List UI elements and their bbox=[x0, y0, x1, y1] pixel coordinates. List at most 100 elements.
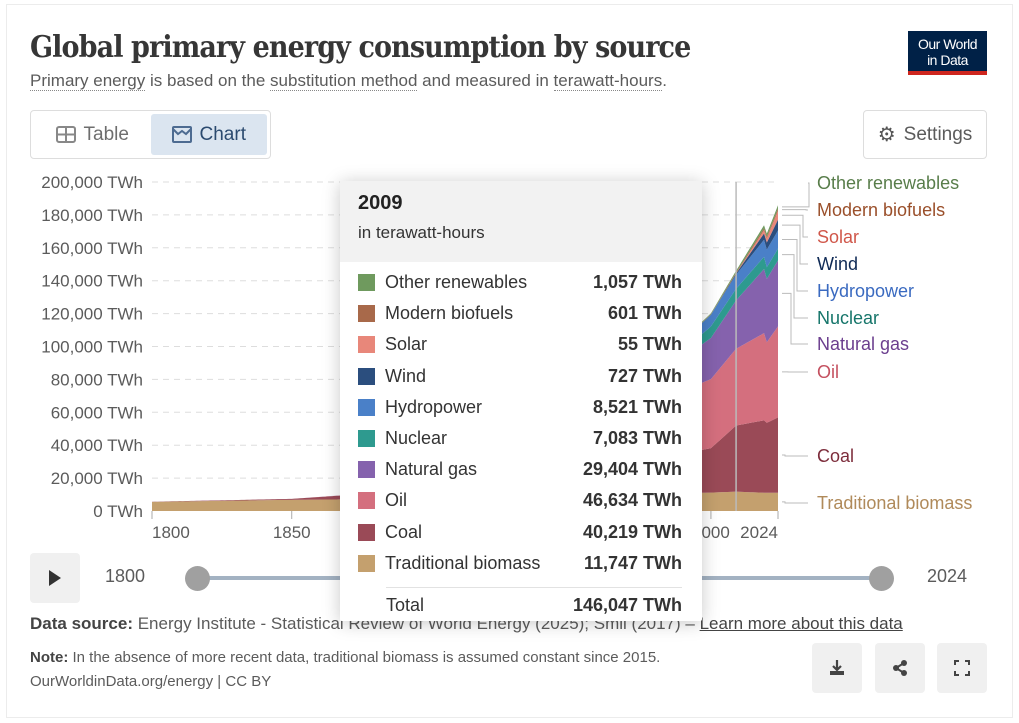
series-label: Wind bbox=[817, 254, 858, 274]
download-button[interactable] bbox=[812, 643, 862, 693]
terawatt-hours-link[interactable]: terawatt-hours bbox=[553, 71, 663, 91]
settings-label: Settings bbox=[903, 123, 973, 145]
x-tick-label: 2024 bbox=[740, 523, 778, 542]
tooltip-unit: in terawatt-hours bbox=[358, 223, 485, 242]
note: Note: In the absence of more recent data… bbox=[30, 649, 660, 666]
series-value: 55 TWh bbox=[617, 334, 682, 355]
y-tick-label: 80,000 TWh bbox=[51, 370, 143, 389]
table-icon bbox=[55, 126, 76, 143]
label-connector bbox=[782, 239, 808, 292]
legend-swatch bbox=[358, 523, 375, 541]
legend-swatch bbox=[358, 430, 375, 448]
label-connector bbox=[782, 224, 808, 265]
series-name: Hydropower bbox=[385, 396, 483, 417]
tooltip: 2009 in terawatt-hours Other renewables 1,… bbox=[340, 181, 702, 621]
series-value: 7,083 TWh bbox=[592, 428, 682, 449]
source-url[interactable]: OurWorldinData.org/energy | CC BY bbox=[30, 673, 272, 690]
subtitle: Primary energy is based on the substitut… bbox=[30, 71, 667, 91]
tooltip-row: Hydropower 8,521 TWh bbox=[358, 392, 682, 423]
series-name: Nuclear bbox=[385, 428, 448, 449]
tooltip-row: Other renewables 1,057 TWh bbox=[358, 267, 682, 298]
share-button[interactable] bbox=[875, 643, 925, 693]
total-value: 146,047 TWh bbox=[572, 594, 682, 615]
substitution-method-link[interactable]: substitution method bbox=[270, 71, 418, 91]
series-name: Modern biofuels bbox=[385, 303, 514, 324]
y-tick-label: 100,000 TWh bbox=[41, 338, 143, 357]
view-tabs: Table Chart bbox=[30, 110, 271, 159]
fullscreen-icon bbox=[954, 660, 970, 676]
legend-swatch bbox=[358, 554, 375, 572]
label-connector bbox=[782, 182, 810, 208]
tab-chart[interactable]: Chart bbox=[150, 114, 267, 155]
label-connector bbox=[782, 454, 808, 457]
subtitle-text: is based on the bbox=[145, 71, 271, 90]
timeline-start-label: 1800 bbox=[105, 566, 146, 586]
total-label: Total bbox=[386, 594, 425, 615]
y-tick-label: 200,000 TWh bbox=[41, 173, 143, 192]
chart-card bbox=[6, 4, 1013, 718]
legend-swatch bbox=[358, 367, 375, 385]
y-tick-label: 140,000 TWh bbox=[41, 272, 143, 291]
timeline-start-handle[interactable] bbox=[185, 566, 210, 591]
note-text: In the absence of more recent data, trad… bbox=[68, 649, 661, 666]
y-tick-label: 180,000 TWh bbox=[41, 206, 143, 225]
y-tick-label: 120,000 TWh bbox=[41, 305, 143, 324]
series-label: Other renewables bbox=[817, 173, 959, 193]
tab-table-label: Table bbox=[83, 123, 129, 145]
tab-table[interactable]: Table bbox=[34, 114, 151, 155]
play-icon bbox=[49, 570, 61, 586]
gear-icon: ⚙ bbox=[877, 124, 896, 146]
series-value: 29,404 TWh bbox=[582, 459, 682, 480]
series-value: 727 TWh bbox=[607, 365, 682, 386]
series-label: Hydropower bbox=[817, 281, 914, 301]
subtitle-text: and measured in bbox=[417, 71, 554, 90]
timeline-end-label: 2024 bbox=[927, 566, 968, 586]
label-connector bbox=[782, 292, 808, 345]
tab-chart-label: Chart bbox=[199, 123, 246, 145]
series-name: Natural gas bbox=[385, 459, 478, 480]
owid-logo[interactable]: Our World in Data bbox=[908, 31, 987, 75]
learn-more-link[interactable]: Learn more about this data bbox=[699, 614, 903, 633]
primary-energy-link[interactable]: Primary energy bbox=[30, 71, 146, 91]
chart-icon bbox=[171, 126, 192, 143]
download-icon bbox=[830, 660, 844, 675]
series-label: Solar bbox=[817, 227, 859, 247]
tooltip-row: Wind 727 TWh bbox=[358, 361, 682, 392]
page-title: Global primary energy consumption by sou… bbox=[30, 30, 691, 65]
series-value: 8,521 TWh bbox=[592, 396, 682, 417]
settings-button[interactable]: ⚙ Settings bbox=[863, 110, 987, 159]
fullscreen-button[interactable] bbox=[937, 643, 987, 693]
series-name: Wind bbox=[385, 365, 427, 386]
series-label: Traditional biomass bbox=[817, 493, 972, 513]
tooltip-row: Nuclear 7,083 TWh bbox=[358, 423, 682, 454]
source-label: Data source: bbox=[30, 614, 133, 633]
x-tick-label: 1850 bbox=[273, 523, 311, 542]
x-tick-label: 1800 bbox=[152, 523, 190, 542]
y-tick-label: 40,000 TWh bbox=[51, 436, 143, 455]
series-label: Coal bbox=[817, 446, 854, 466]
timeline-end-handle[interactable] bbox=[869, 566, 894, 591]
tooltip-row: Oil 46,634 TWh bbox=[358, 485, 682, 516]
share-icon bbox=[893, 660, 907, 676]
tooltip-row: Solar 55 TWh bbox=[358, 329, 682, 360]
series-label: Modern biofuels bbox=[817, 200, 945, 220]
play-button[interactable] bbox=[30, 553, 80, 603]
y-tick-label: 160,000 TWh bbox=[41, 239, 143, 258]
y-tick-label: 20,000 TWh bbox=[51, 469, 143, 488]
series-label: Natural gas bbox=[817, 334, 909, 354]
legend-swatch bbox=[358, 492, 375, 510]
series-name: Solar bbox=[385, 334, 428, 355]
series-value: 46,634 TWh bbox=[582, 490, 682, 511]
tooltip-row: Modern biofuels 601 TWh bbox=[358, 298, 682, 329]
y-tick-label: 0 TWh bbox=[93, 502, 143, 521]
legend-swatch bbox=[358, 398, 375, 416]
tooltip-row: Traditional biomass 11,747 TWh bbox=[358, 548, 682, 579]
legend-swatch bbox=[358, 274, 375, 292]
label-connector bbox=[782, 254, 808, 319]
tooltip-total: Total 146,047 TWh bbox=[386, 586, 682, 623]
series-value: 11,747 TWh bbox=[583, 552, 682, 573]
series-value: 40,219 TWh bbox=[582, 521, 682, 542]
note-label: Note: bbox=[30, 649, 69, 666]
tooltip-row: Coal 40,219 TWh bbox=[358, 517, 682, 548]
tooltip-row: Natural gas 29,404 TWh bbox=[358, 454, 682, 485]
